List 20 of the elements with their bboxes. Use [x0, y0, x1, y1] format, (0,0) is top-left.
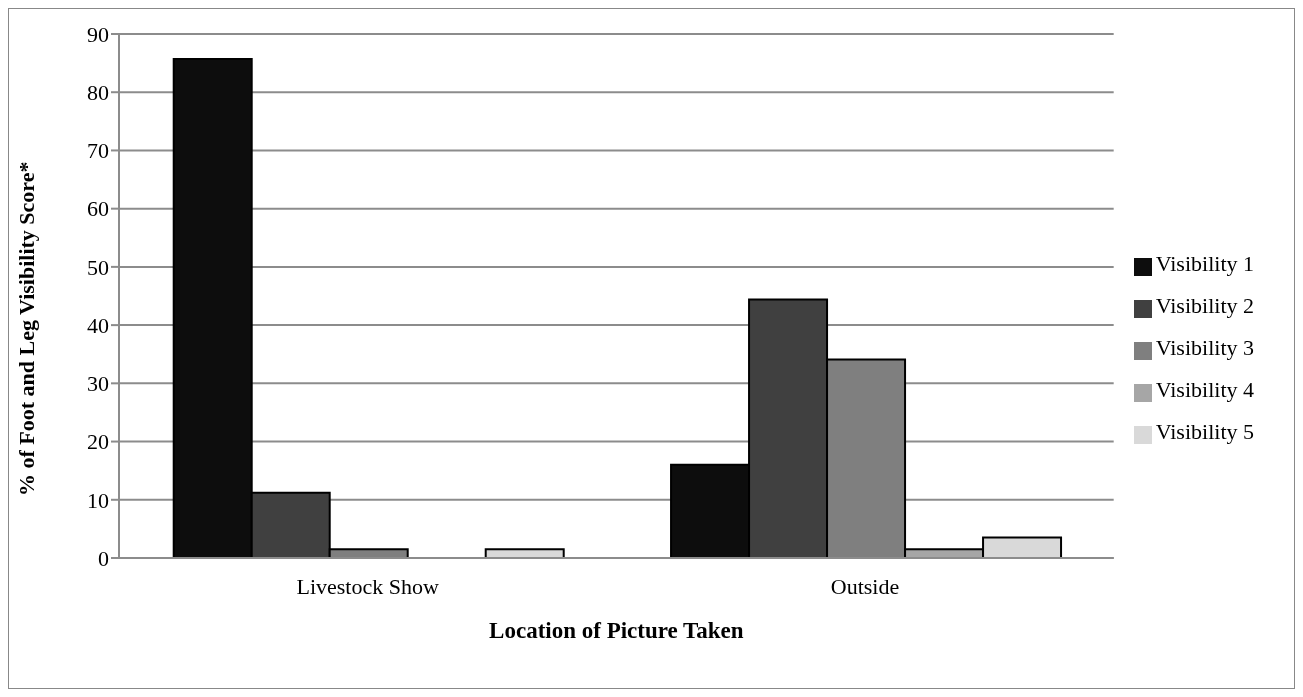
y-tick-label: 80	[87, 80, 109, 106]
x-tick-label: Livestock Show	[296, 573, 439, 599]
x-tick-label: Outside	[830, 573, 900, 599]
y-tick-label: 70	[87, 138, 109, 164]
y-axis-title: % of Foot and Leg Visibility Score*	[13, 161, 39, 496]
y-tick-label: 50	[87, 254, 109, 280]
legend-label: Visibility 4	[1155, 376, 1254, 402]
y-tick-label: 90	[87, 21, 109, 47]
x-axis-title: Location of Picture Taken	[489, 618, 744, 643]
legend-label: Visibility 1	[1155, 250, 1254, 276]
y-tick-label: 10	[87, 487, 109, 513]
y-tick-label: 40	[87, 312, 109, 338]
y-tick-label: 0	[98, 545, 109, 571]
legend-label: Visibility 5	[1155, 418, 1254, 444]
y-tick-label: 30	[87, 371, 109, 397]
y-tick-label: 60	[87, 196, 109, 222]
legend-label: Visibility 3	[1155, 334, 1254, 360]
bar	[484, 548, 565, 558]
y-tick-label: 20	[87, 429, 109, 455]
legend-label: Visibility 2	[1155, 292, 1254, 318]
